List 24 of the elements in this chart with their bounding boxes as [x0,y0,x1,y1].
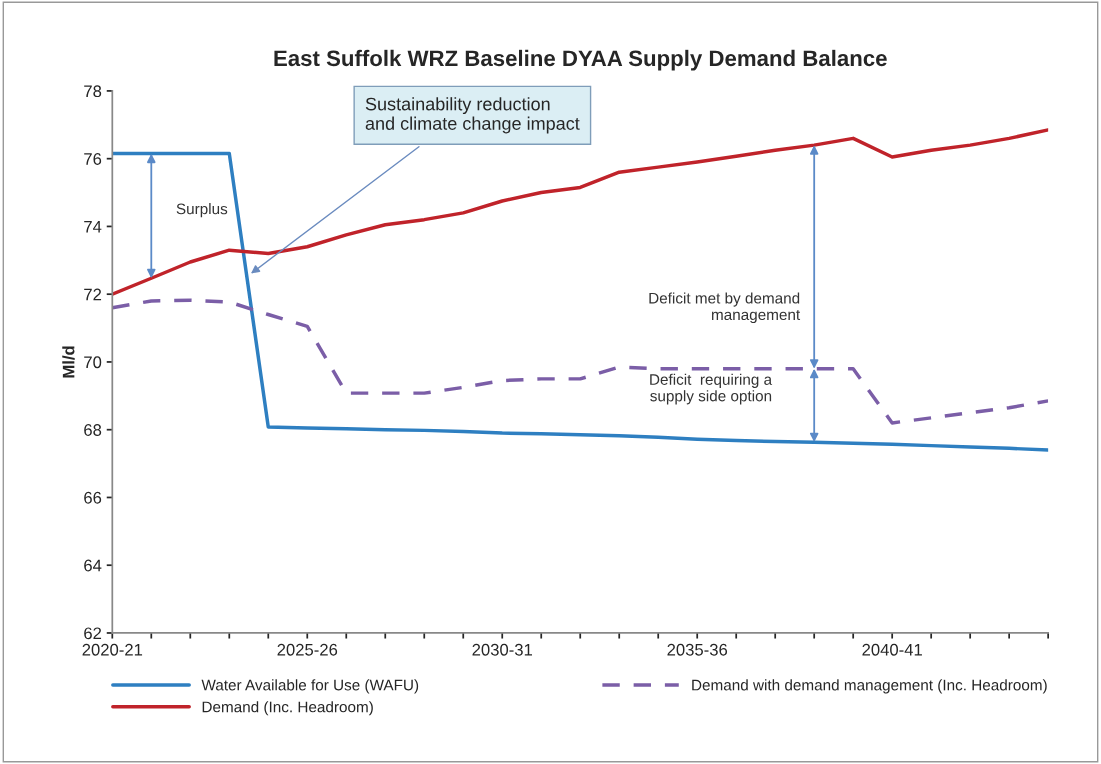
y-tick-label: 66 [84,491,102,504]
annotation: Sustainability reduction and climate change impact [365,97,580,134]
y-tick-label: 62 [84,627,102,640]
y-tick-label: 68 [84,424,102,436]
x-tick-label: 2035-36 [667,643,728,656]
x-tick-label: 2040-41 [862,643,922,656]
y-tick-label: 70 [84,356,102,369]
y-tick-label: 64 [84,559,102,572]
annotation: Surplus [176,203,228,218]
y-tick-label: 76 [84,153,102,165]
legend-label: Water Available for Use (WAFU) [201,679,419,694]
x-tick-label: 2025-26 [277,643,338,656]
line-series [112,151,1049,452]
y-tick-label: 72 [84,288,102,301]
y-tick-label: 74 [84,221,102,233]
legend-label: Demand (Inc. Headroom) [202,701,373,716]
y-tick-label: 78 [84,85,102,98]
y-axis-title: Ml/d [62,346,75,378]
legend-label: Demand with demand management (Inc. Headroom) [692,679,1047,694]
x-tick-label: 2020-21 [82,643,143,656]
annotation: Deficit met by demand management [649,292,801,324]
annotation: Deficit requiring a supply side option [650,373,773,405]
x-tick-label: 2030-31 [472,643,533,656]
chart-title: East Suffolk WRZ Baseline DYAA Supply Demand Balance [274,49,887,71]
